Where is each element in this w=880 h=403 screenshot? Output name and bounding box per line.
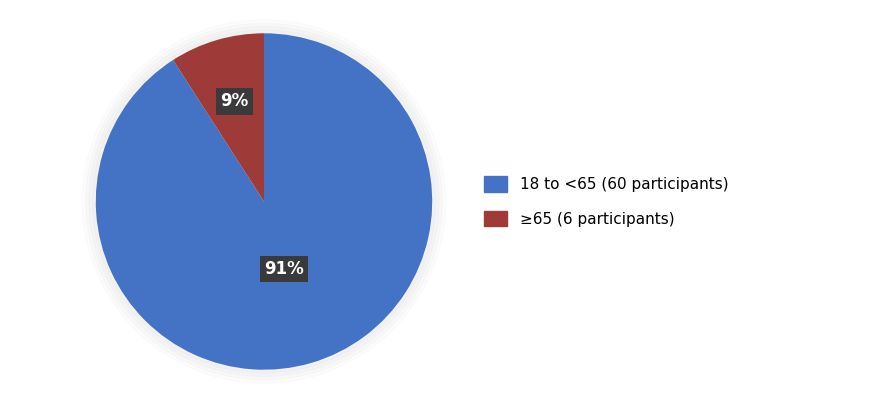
- Text: 91%: 91%: [264, 260, 304, 278]
- Circle shape: [85, 23, 443, 380]
- Circle shape: [92, 30, 436, 373]
- Legend: 18 to <65 (60 participants), ≥65 (6 participants): 18 to <65 (60 participants), ≥65 (6 part…: [484, 177, 728, 226]
- Text: 9%: 9%: [221, 92, 249, 110]
- Wedge shape: [96, 33, 432, 370]
- Circle shape: [89, 27, 439, 376]
- Wedge shape: [173, 33, 264, 202]
- Circle shape: [83, 20, 445, 383]
